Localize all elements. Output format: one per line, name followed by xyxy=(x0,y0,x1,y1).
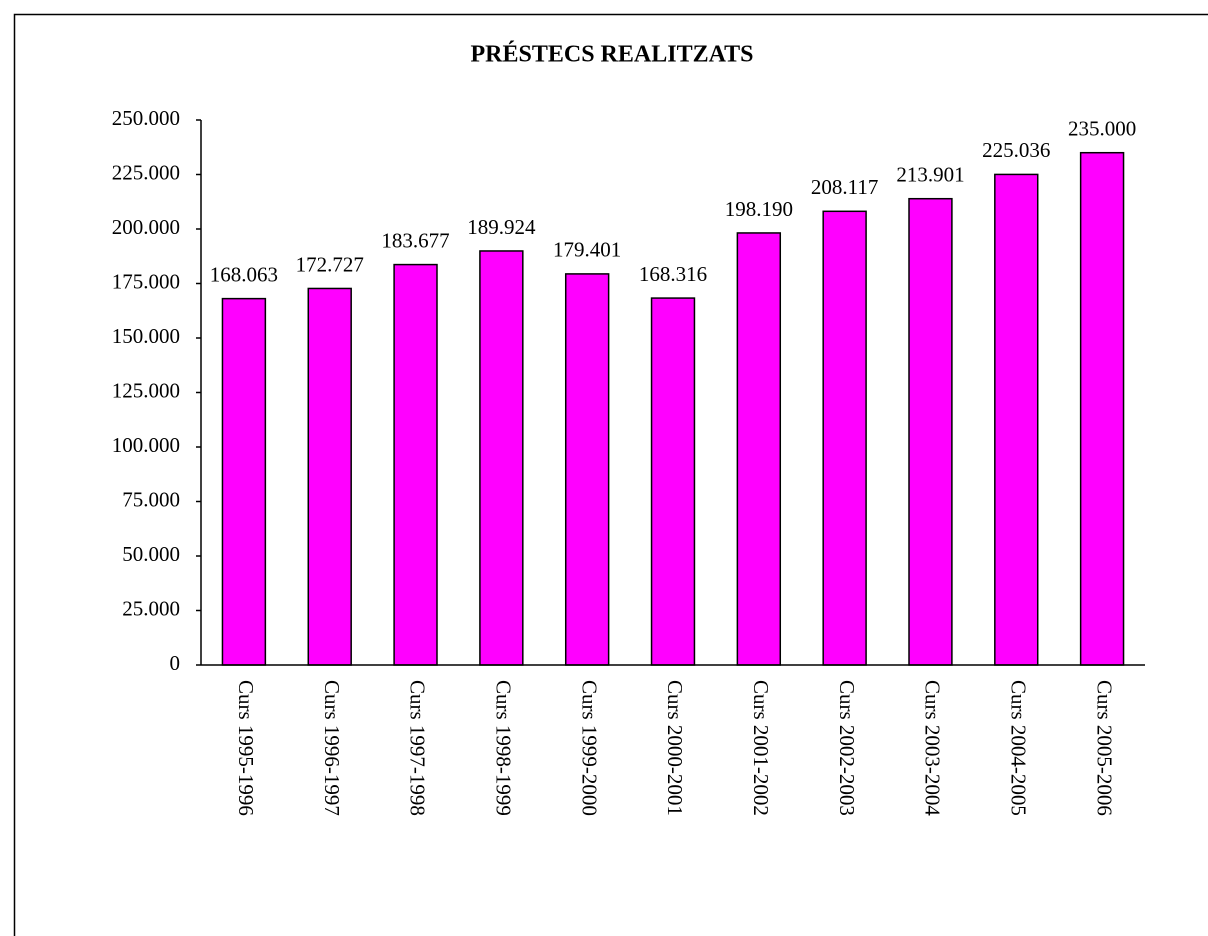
x-tick-label: Curs 1997-1998 xyxy=(406,680,430,816)
y-tick-label: 50.000 xyxy=(122,542,180,566)
bar xyxy=(564,273,610,666)
value-label: 179.401 xyxy=(553,238,621,262)
y-tick-label: 150.000 xyxy=(112,324,180,348)
chart-title: PRÉSTECS REALITZATS xyxy=(471,42,754,68)
x-tick-label: Curs 2003-2004 xyxy=(921,680,945,816)
x-tick-label: Curs 2000-2001 xyxy=(663,680,687,816)
bar xyxy=(822,210,867,666)
value-label: 189.924 xyxy=(467,215,536,239)
x-tick-label: Curs 1998-1999 xyxy=(492,680,516,816)
bar xyxy=(479,250,524,666)
bar xyxy=(221,297,267,666)
value-label: 198.190 xyxy=(725,197,793,221)
y-tick-label: 225.000 xyxy=(112,160,180,184)
y-tick-label: 125.000 xyxy=(112,378,180,402)
value-label: 183.677 xyxy=(381,228,449,252)
y-tick-label: 250.000 xyxy=(112,106,180,130)
bar xyxy=(908,197,953,666)
x-tick-label: Curs 1999-2000 xyxy=(577,680,601,816)
y-tick-label: 200.000 xyxy=(112,215,180,239)
bar xyxy=(1079,151,1125,666)
y-tick-label: 75.000 xyxy=(122,487,180,511)
bar xyxy=(650,297,696,666)
bar xyxy=(994,173,1039,666)
x-tick-label: Curs 2004-2005 xyxy=(1006,680,1030,816)
bar xyxy=(736,232,782,666)
value-label: 213.901 xyxy=(896,163,964,187)
y-tick-label: 175.000 xyxy=(112,269,180,293)
x-tick-label: Curs 1995-1996 xyxy=(234,680,258,816)
y-tick-label: 0 xyxy=(170,651,181,675)
x-tick-label: Curs 2002-2003 xyxy=(835,680,859,816)
y-tick-label: 100.000 xyxy=(112,433,180,457)
y-tick-label: 25.000 xyxy=(122,596,180,620)
value-label: 168.063 xyxy=(210,262,278,286)
value-label: 168.316 xyxy=(639,262,707,286)
value-label: 225.036 xyxy=(982,138,1050,162)
x-tick-label: Curs 2001-2002 xyxy=(749,680,773,816)
x-tick-label: Curs 2005-2006 xyxy=(1092,680,1116,816)
bar xyxy=(307,287,352,666)
x-tick-label: Curs 1996-1997 xyxy=(320,680,344,816)
value-label: 208.117 xyxy=(811,175,878,199)
value-label: 235.000 xyxy=(1068,117,1136,141)
value-label: 172.727 xyxy=(296,252,364,276)
bar xyxy=(393,263,438,666)
